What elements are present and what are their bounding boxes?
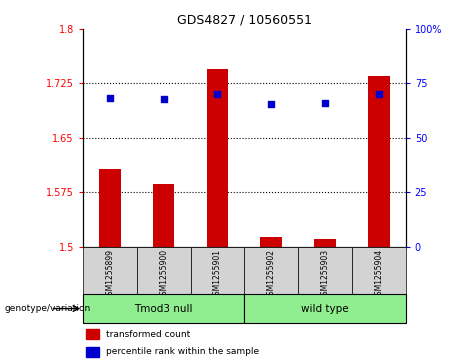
Bar: [244, 294, 406, 323]
Bar: [207, 69, 228, 247]
Text: percentile rank within the sample: percentile rank within the sample: [106, 347, 259, 356]
Point: [160, 96, 167, 102]
Bar: [99, 169, 121, 247]
Text: GSM1255901: GSM1255901: [213, 249, 222, 300]
Bar: [298, 247, 352, 294]
Point: [214, 91, 221, 97]
Point: [106, 95, 113, 101]
Text: genotype/variation: genotype/variation: [5, 304, 91, 313]
Bar: [83, 294, 244, 323]
Bar: [314, 239, 336, 247]
Text: GSM1255903: GSM1255903: [320, 249, 330, 300]
Text: Tmod3 null: Tmod3 null: [135, 303, 193, 314]
Bar: [86, 330, 99, 339]
Bar: [244, 247, 298, 294]
Bar: [352, 247, 406, 294]
Text: wild type: wild type: [301, 303, 349, 314]
Bar: [153, 184, 174, 247]
Text: GSM1255902: GSM1255902: [267, 249, 276, 300]
Point: [267, 101, 275, 106]
Text: GSM1255900: GSM1255900: [159, 249, 168, 300]
Title: GDS4827 / 10560551: GDS4827 / 10560551: [177, 13, 312, 26]
Bar: [83, 247, 137, 294]
Point: [321, 100, 329, 106]
Bar: [190, 247, 244, 294]
Text: transformed count: transformed count: [106, 330, 190, 339]
Bar: [137, 247, 190, 294]
Bar: [368, 76, 390, 247]
Point: [375, 91, 383, 97]
Bar: [86, 347, 99, 356]
Text: GSM1255904: GSM1255904: [374, 249, 383, 300]
Bar: [260, 237, 282, 247]
Text: GSM1255899: GSM1255899: [106, 249, 114, 300]
